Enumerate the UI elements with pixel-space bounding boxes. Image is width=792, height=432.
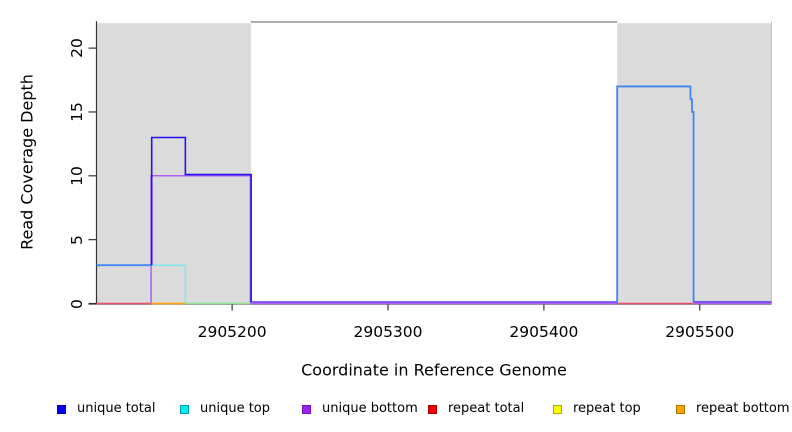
legend-swatch-icon: [553, 404, 562, 414]
legend-swatch-icon: [428, 404, 437, 414]
legend-swatch-icon: [180, 404, 189, 414]
legend-label: repeat bottom: [696, 401, 790, 416]
legend-item-unique-total: unique total: [57, 401, 156, 416]
legend-swatch-icon: [676, 404, 685, 414]
legend-item-repeat-bottom: repeat bottom: [676, 401, 790, 416]
legend-item-repeat-total: repeat total: [428, 401, 525, 416]
legend-label: unique bottom: [322, 401, 418, 416]
legend-swatch-icon: [302, 404, 311, 414]
y-tick-label: 0: [68, 298, 86, 309]
x-tick-label: 2905300: [353, 323, 423, 341]
x-tick-label: 2905200: [197, 323, 267, 341]
y-tick-label: 10: [68, 165, 86, 186]
legend-label: repeat total: [448, 401, 525, 416]
x-tick-label: 2905400: [509, 323, 579, 341]
legend-item-unique-top: unique top: [180, 401, 271, 416]
x-axis-title: Coordinate in Reference Genome: [301, 360, 567, 380]
y-tick-label: 20: [68, 38, 86, 58]
y-tick-label: 15: [68, 102, 86, 122]
repeat-region-shading: [96, 23, 251, 304]
coverage-trace: [150, 136, 252, 303]
legend-label: repeat top: [573, 401, 641, 416]
coverage-trace: [616, 85, 695, 304]
y-axis-title: Read Coverage Depth: [17, 74, 37, 250]
legend-item-repeat-top: repeat top: [553, 401, 641, 416]
x-tick-label: 2905500: [665, 323, 735, 341]
legend-label: unique total: [77, 401, 156, 416]
legend-item-unique-bottom: unique bottom: [302, 401, 418, 416]
legend-label: unique top: [200, 401, 271, 416]
y-tick-label: 5: [68, 234, 86, 245]
legend-swatch-icon: [57, 404, 66, 414]
